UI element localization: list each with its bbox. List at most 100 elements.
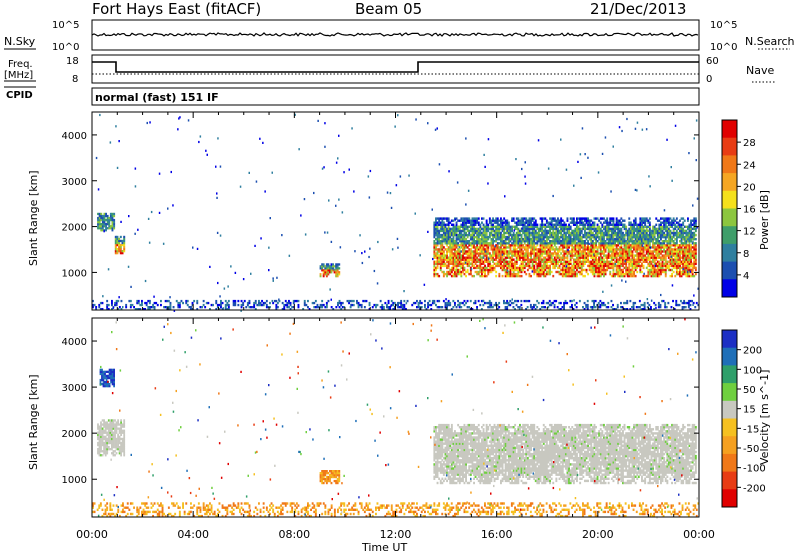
data-cell — [436, 221, 439, 224]
data-cell — [519, 270, 521, 274]
data-cell — [506, 225, 509, 228]
data-cell — [607, 306, 610, 309]
data-cell — [468, 258, 471, 261]
data-cell — [479, 233, 482, 237]
data-cell — [538, 270, 540, 274]
data-cell — [506, 266, 509, 270]
data-cell — [667, 266, 670, 270]
data-cell — [506, 231, 509, 235]
data-cell — [474, 240, 477, 243]
data-cell — [576, 221, 578, 224]
data-cell — [473, 223, 475, 226]
data-cell — [515, 242, 518, 245]
data-cell — [690, 240, 692, 243]
data-cell — [463, 250, 466, 253]
data-cell — [455, 256, 458, 259]
data-cell — [620, 274, 623, 278]
data-cell — [639, 250, 642, 253]
data-cell — [544, 217, 547, 220]
data-cell — [500, 266, 502, 270]
data-cell — [436, 223, 439, 226]
data-cell — [588, 268, 591, 272]
data-cell — [653, 238, 656, 241]
data-cell — [672, 242, 675, 245]
data-cell — [319, 273, 322, 276]
data-cell — [438, 256, 441, 259]
data-cell — [687, 268, 689, 272]
data-cell — [574, 235, 577, 239]
data-cell — [642, 250, 645, 253]
data-cell — [572, 231, 575, 235]
data-speckle — [199, 135, 202, 138]
data-cell — [533, 225, 536, 228]
data-cell — [672, 235, 675, 239]
data-cell — [552, 248, 555, 251]
data-speckle — [552, 194, 554, 198]
data-speckle — [455, 233, 458, 237]
data-cell — [591, 306, 594, 309]
nsearch-tick-low: 10^0 — [710, 42, 737, 53]
data-cell — [588, 231, 591, 235]
data-cell — [569, 260, 572, 263]
data-cell — [514, 264, 517, 268]
data-cell — [549, 231, 551, 235]
data-cell — [522, 266, 525, 270]
data-cell — [634, 219, 637, 222]
data-cell — [563, 262, 566, 265]
data-cell — [661, 260, 664, 263]
data-cell — [622, 258, 624, 261]
data-cell — [617, 223, 620, 226]
data-cell — [468, 219, 471, 222]
data-cell — [598, 258, 601, 261]
data-cell — [648, 260, 651, 263]
data-cell — [633, 231, 635, 235]
data-cell — [450, 248, 453, 251]
data-cell — [202, 299, 205, 303]
data-cell — [539, 217, 542, 220]
data-cell — [591, 270, 594, 274]
data-cell — [669, 264, 672, 268]
data-cell — [612, 256, 615, 259]
data-cell — [465, 301, 467, 305]
data-cell — [498, 301, 501, 305]
data-cell — [356, 301, 358, 305]
data-cell — [114, 239, 117, 243]
data-cell — [458, 238, 461, 241]
data-cell — [568, 274, 570, 278]
data-cell — [523, 254, 526, 257]
data-cell — [666, 240, 669, 243]
data-cell — [587, 252, 589, 255]
data-cell — [694, 262, 697, 265]
data-cell — [612, 219, 615, 222]
data-cell — [685, 233, 688, 237]
data-cell — [584, 233, 586, 237]
data-speckle — [329, 288, 331, 291]
data-cell — [507, 250, 510, 253]
data-cell — [136, 299, 139, 303]
data-cell — [584, 252, 586, 255]
data-cell — [466, 252, 469, 255]
data-cell — [565, 231, 567, 235]
data-cell — [227, 303, 230, 307]
data-cell — [553, 223, 556, 226]
data-cell — [680, 217, 683, 220]
data-cell — [672, 258, 675, 261]
data-cell — [536, 233, 539, 237]
data-cell — [530, 225, 532, 228]
data-cell — [465, 227, 467, 231]
data-cell — [436, 252, 439, 255]
data-cell — [579, 248, 582, 251]
data-cell — [337, 303, 339, 307]
data-cell — [569, 272, 572, 276]
data-cell — [591, 262, 594, 265]
data-cell — [498, 248, 501, 251]
data-cell — [544, 242, 547, 245]
data-cell — [514, 225, 517, 228]
data-cell — [392, 301, 395, 305]
data-cell — [137, 308, 140, 311]
data-cell — [349, 306, 352, 309]
data-cell — [348, 299, 350, 303]
data-cell — [542, 244, 545, 247]
data-cell — [541, 225, 544, 228]
data-cell — [538, 264, 540, 268]
